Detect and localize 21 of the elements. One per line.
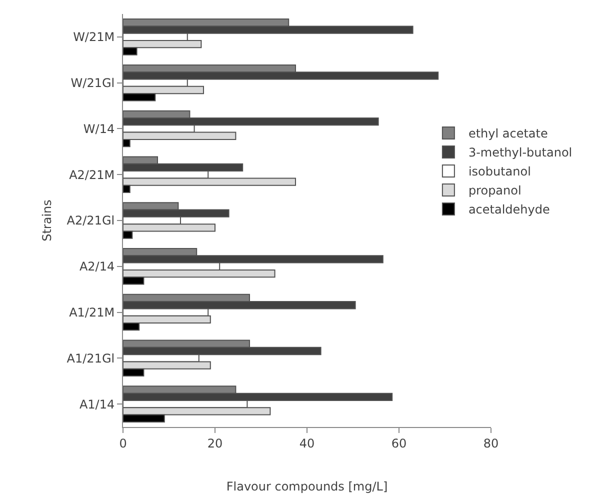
y-tick-label: A2/21Gl — [66, 214, 115, 228]
y-axis-title: Strains — [40, 200, 54, 242]
y-tick-label: W/21M — [73, 30, 115, 44]
x-tick-label: 60 — [391, 436, 407, 450]
y-tick-label: A2/14 — [79, 260, 115, 274]
legend-label: propanol — [468, 184, 522, 198]
legend-label: 3-methyl-butanol — [468, 146, 572, 160]
x-tick-label: 40 — [299, 436, 315, 450]
y-tick-label: A1/21M — [69, 305, 115, 320]
y-tick-label: W/14 — [83, 122, 115, 136]
y-tick-label: A2/21M — [69, 168, 115, 182]
x-tick-label: 80 — [483, 436, 499, 450]
legend-label: isobutanol — [468, 164, 531, 179]
x-tick-label: 0 — [119, 436, 127, 450]
x-axis-title: Flavour compounds [mg/L] — [226, 479, 388, 494]
legend-label: acetaldehyde — [468, 202, 550, 217]
legend-label: ethyl acetate — [468, 126, 548, 141]
x-tick-label: 20 — [207, 436, 223, 450]
y-tick-label: W/21Gl — [70, 76, 115, 90]
y-tick-label: A1/21Gl — [66, 351, 115, 366]
y-tick-label: A1/14 — [79, 397, 115, 412]
